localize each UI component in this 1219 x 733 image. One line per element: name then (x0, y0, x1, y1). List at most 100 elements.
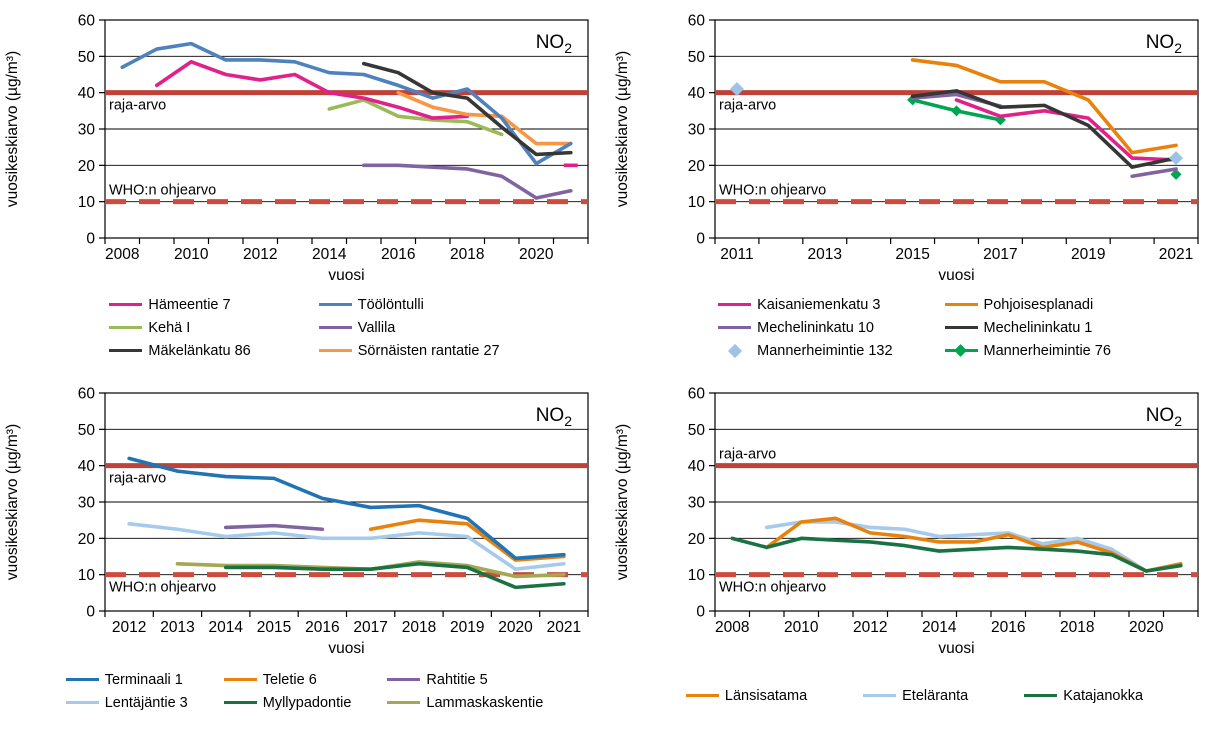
series-etel-ranta (764, 520, 1183, 573)
legend-item-mechelininkatu-10: Mechelininkatu 10 (718, 317, 892, 338)
series-marker-mannerheimintie-76 (951, 105, 962, 117)
legend-item-etel-ranta: Eteläranta (863, 685, 968, 706)
y-tick-label: 20 (78, 531, 96, 548)
y-tick-label: 50 (688, 422, 706, 439)
x-tick-label: 2020 (498, 619, 533, 636)
y-tick-label: 30 (78, 122, 96, 139)
legend-label: Myllypadontie (262, 694, 352, 711)
series-katajanokka (730, 536, 1183, 573)
chart-legend-top-right: Kaisaniemenkatu 3 Pohjoisesplanadi Mecheli… (610, 294, 1219, 361)
legend-item-lent-j-ntie-3: Lentäjäntie 3 (65, 692, 188, 713)
series-line-l-nsisatama (764, 516, 1183, 573)
legend-line-swatch (318, 302, 352, 307)
x-tick-label: 2019 (1071, 246, 1105, 263)
legend-label: Mäkelänkatu 86 (148, 342, 251, 359)
legend-line-swatch (65, 700, 99, 705)
legend-item-m-kel-nkatu-86: Mäkelänkatu 86 (109, 340, 251, 361)
gas-label: NO2 (1146, 32, 1183, 56)
legend-item-t-l-ntulli: Töölöntulli (318, 294, 500, 315)
series-line-terminaali-1 (127, 456, 566, 561)
legend-label: Eteläranta (902, 687, 969, 704)
series-marker-mannerheimintie-76 (907, 94, 919, 106)
series-line-etel-ranta (764, 520, 1183, 573)
legend-diamond-swatch (727, 343, 742, 358)
legend-item-katajanokka: Katajanokka (1024, 685, 1143, 706)
y-tick-label: 10 (688, 567, 706, 584)
series-l-nsisatama (764, 516, 1183, 573)
y-axis-title: vuosikeskiarvo (µg/m³) (614, 424, 631, 580)
gas-label: NO2 (536, 32, 573, 56)
x-tick-label: 2010 (174, 246, 209, 263)
legend-label: Mannerheimintie 132 (757, 342, 893, 359)
legend-label: Lentäjäntie 3 (104, 694, 188, 711)
y-tick-label: 20 (78, 158, 96, 175)
series-line-myllypadontie (223, 561, 566, 590)
y-tick-label: 0 (86, 231, 95, 248)
x-tick-label: 2016 (305, 619, 339, 636)
x-tick-label: 2010 (784, 619, 819, 636)
series-line-h-meentie-7 (154, 59, 470, 120)
y-tick-label: 20 (688, 158, 706, 175)
x-tick-label: 2014 (922, 619, 957, 636)
x-tick-label: 2016 (991, 619, 1025, 636)
y-tick-label: 40 (688, 85, 706, 102)
series-line-t-l-ntulli (120, 41, 573, 166)
legend-label: Vallila (357, 319, 396, 336)
legend-line-swatch (223, 677, 257, 682)
legend-item-teletie-6: Teletie 6 (223, 669, 352, 690)
limit-line-label-who-n-ohjearvo: WHO:n ohjearvo (109, 183, 216, 199)
x-tick-label: 2013 (160, 619, 194, 636)
series-t-l-ntulli (120, 41, 573, 166)
legend-item-h-meentie-7: Hämeentie 7 (109, 294, 250, 315)
chart-legend-bottom-left: Terminaali 1 Teletie 6 Rahtitie 5 Lentäjänt… (0, 669, 609, 713)
y-tick-label: 60 (688, 386, 706, 403)
y-tick-label: 30 (688, 495, 706, 512)
legend-line-swatch (318, 325, 352, 330)
series-m-kel-nkatu-86 (361, 61, 573, 157)
x-axis-title: vuosi (328, 640, 364, 657)
x-tick-label: 2012 (112, 619, 146, 636)
legend-line-swatch (387, 700, 421, 705)
legend-line-swatch (223, 700, 257, 705)
legend-label: Lammaskaskentie (426, 694, 544, 711)
x-tick-label: 2017 (353, 619, 387, 636)
legend-label: Hämeentie 7 (148, 296, 231, 313)
legend-item-lammaskaskentie: Lammaskaskentie (387, 692, 543, 713)
series-myllypadontie (223, 561, 566, 590)
x-tick-label: 2013 (808, 246, 842, 263)
legend-item-rahtitie-5: Rahtitie 5 (387, 669, 543, 690)
series-h-meentie-7 (154, 59, 578, 168)
series-keh-i (327, 98, 504, 137)
y-tick-label: 20 (688, 531, 706, 548)
y-tick-label: 10 (78, 194, 96, 211)
series-line-teletie-6 (368, 518, 566, 562)
legend-item-l-nsisatama: Länsisatama (685, 685, 808, 706)
limit-line-label-who-n-ohjearvo: WHO:n ohjearvo (719, 183, 826, 199)
x-tick-label: 2018 (402, 619, 436, 636)
x-tick-label: 2018 (1060, 619, 1094, 636)
series-line-katajanokka (730, 536, 1183, 573)
series-mechelininkatu-1 (910, 89, 1178, 169)
legend-line-swatch (65, 677, 99, 682)
x-tick-label: 2012 (243, 246, 277, 263)
legend-line-swatch (863, 693, 897, 698)
legend-item-mannerheimintie-76: Mannerheimintie 76 (944, 340, 1111, 361)
legend-line-swatch (944, 325, 978, 330)
y-axis-title: vuosikeskiarvo (µg/m³) (614, 51, 631, 207)
legend-label: Länsisatama (724, 687, 808, 704)
y-axis-title: vuosikeskiarvo (µg/m³) (4, 51, 21, 207)
y-tick-label: 50 (688, 49, 706, 66)
limit-line-label-raja-arvo: raja-arvo (719, 447, 776, 463)
legend-item-myllypadontie: Myllypadontie (223, 692, 352, 713)
chart-canvas-bottom-right: 0 10 20 30 40 50 60 2008 2010 2012 2014 2016 2018 202… (614, 386, 1199, 657)
y-tick-label: 30 (78, 495, 96, 512)
limit-line-label-who-n-ohjearvo: WHO:n ohjearvo (719, 580, 826, 596)
y-tick-label: 40 (78, 458, 96, 475)
x-tick-label: 2015 (895, 246, 929, 263)
legend-label: Kaisaniemenkatu 3 (757, 296, 881, 313)
x-tick-label: 2011 (720, 246, 753, 263)
legend-line-swatch (718, 302, 752, 307)
y-tick-label: 60 (78, 13, 96, 30)
legend-label: Mechelininkatu 1 (983, 319, 1093, 336)
legend-label: Terminaali 1 (104, 671, 183, 688)
